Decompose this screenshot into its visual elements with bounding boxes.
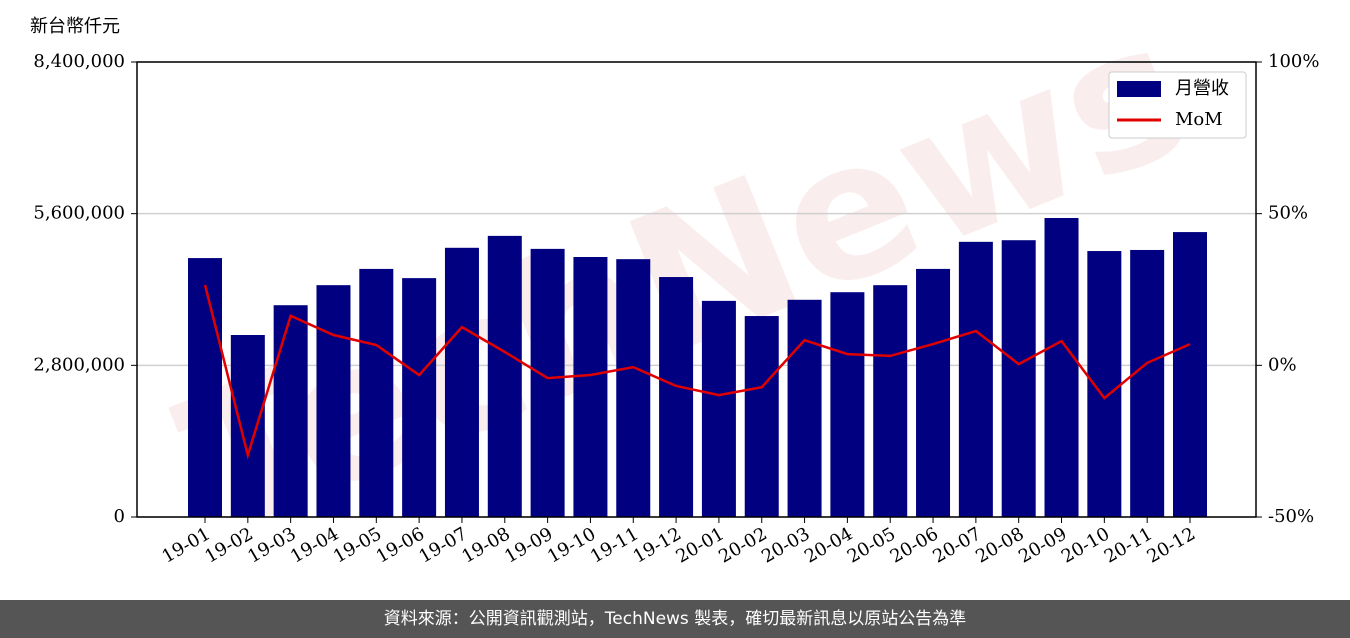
bar: [316, 285, 351, 517]
x-tick-label: 19-01: [159, 523, 214, 567]
y-tick-label: 5,600,000: [33, 203, 125, 224]
x-tick-label: 20-03: [758, 523, 813, 567]
x-tick-label: 19-11: [587, 523, 642, 567]
x-tick-label: 20-10: [1058, 523, 1113, 567]
x-tick-label: 19-06: [373, 523, 428, 567]
x-tick-label: 19-07: [416, 523, 471, 567]
chart: 新台幣仟元 TechNews 02,800,0005,600,0008,400,…: [30, 0, 1319, 578]
bar: [444, 247, 479, 517]
bar: [616, 259, 651, 517]
bar: [530, 248, 565, 517]
bar: [402, 278, 437, 517]
y2-tick-label: 0%: [1268, 354, 1297, 375]
x-tick-label: 19-10: [544, 523, 599, 567]
x-tick-label: 20-11: [1101, 523, 1156, 567]
bar: [1130, 249, 1165, 518]
legend-swatch: [1117, 81, 1161, 97]
bar: [230, 335, 265, 517]
footer: 資料來源：公開資訊觀測站，TechNews 製表，確切最新訊息以原站公告為準: [0, 600, 1350, 638]
plot-frame: [136, 61, 1257, 518]
bar: [830, 292, 865, 517]
bar: [916, 268, 951, 517]
x-tick-label: 20-09: [1015, 523, 1070, 567]
x-tick-label: 20-05: [844, 523, 899, 567]
x-tick-label: 20-12: [1144, 523, 1199, 567]
y-axis-label: 新台幣仟元: [30, 16, 120, 37]
bar: [273, 305, 308, 517]
y2-tick-label: -50%: [1268, 506, 1314, 527]
bar: [701, 300, 736, 517]
legend-label: 月營收: [1175, 78, 1229, 99]
bar: [873, 285, 908, 517]
x-tick-label: 19-08: [458, 523, 513, 567]
x-tick-label: 20-06: [887, 523, 942, 567]
legend-label: MoM: [1175, 109, 1223, 130]
bar: [659, 277, 694, 517]
bar: [1001, 240, 1036, 518]
y2-tick-label: 100%: [1268, 51, 1319, 72]
x-tick-label: 19-09: [501, 523, 556, 567]
bar: [1173, 232, 1207, 518]
y2-tick-label: 50%: [1268, 203, 1308, 224]
x-tick-label: 19-12: [630, 523, 685, 567]
x-tick-label: 20-04: [801, 523, 856, 567]
bar: [744, 316, 779, 517]
y-tick-label: 0: [114, 506, 125, 527]
y-tick-label: 8,400,000: [33, 51, 125, 72]
x-tick-label: 20-01: [672, 523, 727, 567]
x-tick-label: 20-02: [715, 523, 770, 567]
bar: [787, 299, 822, 517]
bar: [188, 258, 222, 517]
bar: [487, 235, 522, 517]
bar: [1044, 218, 1079, 517]
bar: [958, 241, 993, 518]
y-tick-label: 2,800,000: [33, 354, 125, 375]
bar: [359, 268, 394, 517]
x-tick-label: 20-07: [929, 523, 984, 567]
x-tick-label: 20-08: [972, 523, 1027, 567]
line: [203, 284, 1191, 460]
bar: [573, 257, 608, 517]
